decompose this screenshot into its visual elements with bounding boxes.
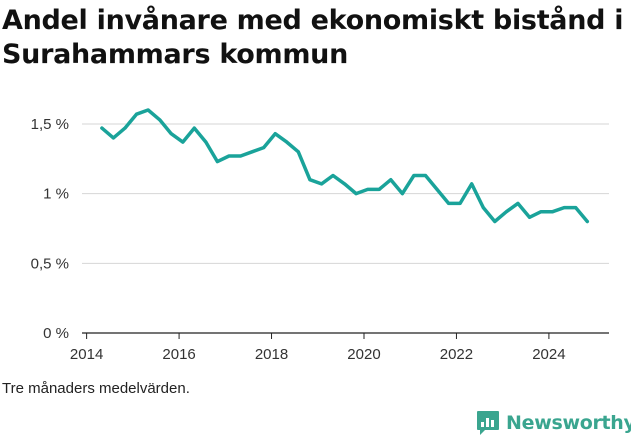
- series: [100, 108, 590, 224]
- bar-chart-speech-bubble-icon: [477, 411, 499, 435]
- y-tick-label: 0 %: [43, 325, 69, 342]
- data-point: [585, 220, 589, 223]
- data-point: [447, 201, 451, 205]
- y-tick-label: 0,5 %: [31, 255, 69, 272]
- y-tick-label: 1,5 %: [31, 116, 69, 133]
- data-point: [296, 150, 300, 154]
- data-point: [285, 140, 289, 144]
- series-line: [100, 108, 590, 224]
- data-point: [273, 132, 277, 136]
- data-point: [458, 201, 462, 205]
- y-axis-labels: 0 % 0,5 % 1 % 1,5 %: [31, 116, 69, 342]
- x-axis-labels: 2014 2016 2018 2020 2022 2024: [70, 346, 566, 363]
- x-axis-ticks: [86, 333, 550, 339]
- data-point: [366, 187, 370, 191]
- data-point: [400, 192, 404, 196]
- data-point: [135, 112, 139, 116]
- data-point: [354, 192, 358, 196]
- brand-logo: Newsworthy: [476, 408, 631, 438]
- data-point: [562, 206, 566, 210]
- data-point: [169, 132, 173, 136]
- brand-name: Newsworthy: [506, 412, 631, 434]
- data-point: [574, 206, 578, 210]
- x-tick-label: 2020: [347, 346, 380, 363]
- data-point: [227, 154, 231, 158]
- data-point: [481, 206, 485, 210]
- data-point: [319, 182, 323, 186]
- data-point: [192, 126, 196, 130]
- data-point: [389, 178, 393, 182]
- data-point: [435, 187, 439, 191]
- data-point: [250, 150, 254, 154]
- x-tick-label: 2022: [440, 346, 473, 363]
- data-point: [516, 201, 520, 205]
- gridlines: [82, 123, 609, 334]
- data-point: [181, 140, 185, 144]
- data-point: [331, 174, 335, 178]
- data-points: [100, 108, 589, 223]
- x-tick-label: 2018: [255, 346, 288, 363]
- data-point: [308, 178, 312, 182]
- data-point: [204, 140, 208, 144]
- data-point: [123, 126, 127, 130]
- x-tick-label: 2016: [162, 346, 195, 363]
- x-tick-label: 2014: [70, 346, 103, 363]
- data-point: [377, 187, 381, 191]
- data-point: [262, 146, 266, 150]
- data-point: [239, 154, 243, 158]
- data-point: [100, 126, 104, 130]
- data-point: [551, 210, 555, 214]
- data-point: [539, 210, 543, 214]
- data-point: [493, 220, 497, 223]
- data-point: [343, 182, 347, 186]
- data-point: [527, 215, 531, 219]
- x-tick-label: 2024: [532, 346, 565, 363]
- data-point: [146, 108, 150, 112]
- data-point: [423, 174, 427, 178]
- y-tick-label: 1 %: [43, 186, 69, 203]
- data-point: [470, 182, 474, 186]
- data-point: [412, 174, 416, 178]
- data-point: [504, 210, 508, 214]
- footnote: Tre månaders medelvärden.: [2, 380, 190, 397]
- data-point: [215, 160, 219, 164]
- data-point: [111, 136, 115, 140]
- chart-title: Andel invånare med ekonomiskt bistånd i …: [2, 5, 624, 70]
- data-point: [158, 118, 162, 122]
